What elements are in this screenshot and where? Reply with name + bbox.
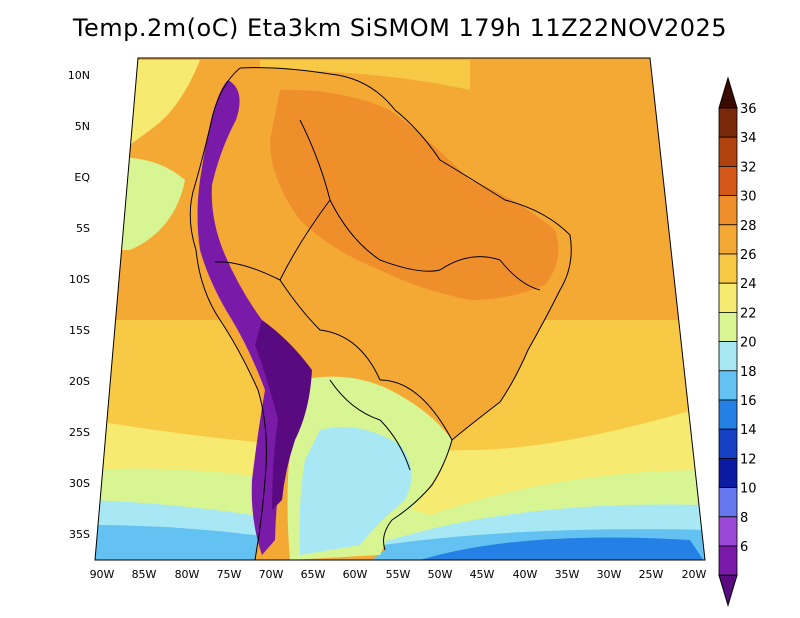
colorbar-tick-label: 26 <box>740 248 757 263</box>
colorbar-tick-label: 36 <box>740 102 757 117</box>
land-south-cold <box>299 427 412 555</box>
lat-label: 15S <box>69 324 90 337</box>
colorbar-swatch <box>718 224 738 255</box>
lon-label: 65W <box>301 568 326 581</box>
lon-label: 75W <box>217 568 242 581</box>
colorbar-tick-label: 18 <box>740 365 757 380</box>
colorbar-tick-label: 32 <box>740 160 757 175</box>
colorbar-swatch <box>718 165 738 196</box>
lon-label: 80W <box>175 568 200 581</box>
colorbar-swatch <box>718 457 738 488</box>
colorbar-tick-label: 22 <box>740 306 757 321</box>
colorbar-swatch <box>718 516 738 547</box>
colorbar-tick-label: 34 <box>740 131 757 146</box>
country-borders <box>189 67 572 561</box>
colorbar-tick-label: 6 <box>740 540 748 555</box>
andes-range <box>197 80 290 555</box>
colorbar-tick-label: 8 <box>740 511 748 526</box>
lat-label: 10N <box>68 69 90 82</box>
land-hot-interior <box>270 89 559 300</box>
colorbar-tick-label: 28 <box>740 219 757 234</box>
lon-label: 70W <box>259 568 284 581</box>
colorbar-swatch <box>718 136 738 167</box>
colorbar: 36 34 32 30 28 26 24 22 20 18 16 14 12 10 8 6 <box>718 76 757 607</box>
lon-label: 40W <box>513 568 538 581</box>
colorbar-swatch <box>718 399 738 430</box>
map-field <box>95 58 705 560</box>
map-title: Temp.2m(oC) Eta3km SiSMOM 179h 11Z22NOV2… <box>72 14 728 42</box>
lon-label: 25W <box>639 568 664 581</box>
colorbar-tick-label: 16 <box>740 394 757 409</box>
caribbean-band <box>260 60 470 90</box>
colorbar-arrow-bottom <box>718 574 738 607</box>
andes-altiplano <box>255 320 312 510</box>
lat-label: 10S <box>69 273 90 286</box>
lon-axis: 90W 85W 80W 75W 70W 65W 60W 55W 50W 45W … <box>90 568 707 581</box>
colorbar-swatch <box>718 282 738 313</box>
colorbar-swatch <box>718 370 738 401</box>
lat-label: 20S <box>69 375 90 388</box>
lon-label: 50W <box>428 568 453 581</box>
lat-label: 5N <box>75 120 90 133</box>
lat-label: 35S <box>69 528 90 541</box>
colorbar-swatch <box>718 428 738 459</box>
colorbar-tick-label: 30 <box>740 190 757 205</box>
lon-label: 85W <box>132 568 157 581</box>
colorbar-swatch <box>718 487 738 518</box>
colorbar-swatch <box>718 311 738 342</box>
ocean-coldest <box>420 537 705 560</box>
colorbar-swatch <box>718 341 738 372</box>
colorbar-swatch <box>718 253 738 284</box>
colorbar-tick-label: 24 <box>740 277 757 292</box>
colorbar-arrow-top <box>718 76 738 109</box>
map-frame <box>94 57 706 561</box>
colorbar-tick-label: 10 <box>740 482 757 497</box>
lon-label: 20W <box>682 568 707 581</box>
lon-label: 45W <box>470 568 495 581</box>
colorbar-tick-label: 12 <box>740 452 757 467</box>
colorbar-tick-label: 14 <box>740 423 757 438</box>
lon-label: 35W <box>555 568 580 581</box>
lat-label: 5S <box>76 222 90 235</box>
colorbar-swatch <box>718 195 738 226</box>
colorbar-swatch <box>718 107 738 138</box>
lat-axis: 10N 5N EQ 5S 10S 15S 20S 25S 30S 35S <box>68 69 91 541</box>
lat-label: 25S <box>69 426 90 439</box>
lon-label: 30W <box>597 568 622 581</box>
colorbar-swatch <box>718 545 738 576</box>
lon-label: 60W <box>343 568 368 581</box>
lon-label: 55W <box>386 568 411 581</box>
lon-label: 90W <box>90 568 115 581</box>
colorbar-tick-label: 20 <box>740 336 757 351</box>
lat-label: EQ <box>74 171 90 184</box>
lat-label: 30S <box>69 477 90 490</box>
